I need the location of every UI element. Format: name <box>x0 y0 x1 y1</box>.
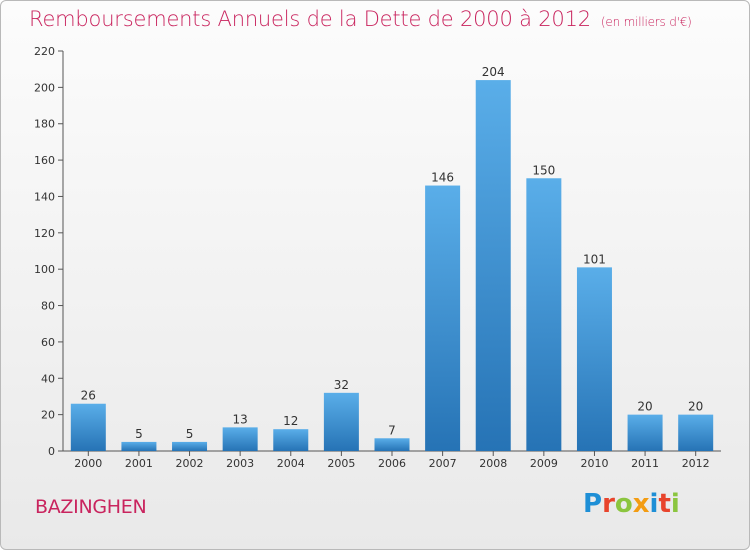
chart-title: Remboursements Annuels de la Dette de 20… <box>29 7 692 31</box>
proxiti-logo: Proxiti <box>583 489 680 519</box>
x-tick-label: 2012 <box>682 457 710 470</box>
x-tick-label: 2011 <box>631 457 659 470</box>
x-tick-label: 2004 <box>277 457 305 470</box>
bar-2005 <box>323 392 359 451</box>
x-tick-label: 2007 <box>429 457 457 470</box>
y-tick-label: 160 <box>34 154 55 167</box>
y-tick-label: 140 <box>34 190 55 203</box>
bar-2002 <box>172 441 208 451</box>
x-tick-label: 2005 <box>327 457 355 470</box>
x-tick-label: 2001 <box>125 457 153 470</box>
data-label-2000: 26 <box>81 389 96 403</box>
data-label-2008: 204 <box>482 65 505 79</box>
y-tick-label: 200 <box>34 81 55 94</box>
data-label-2012: 20 <box>688 400 703 414</box>
chart-title-text: Remboursements Annuels de la Dette de 20… <box>29 7 591 31</box>
logo-letter: o <box>614 489 633 519</box>
y-tick-label: 20 <box>41 409 55 422</box>
logo-letter: P <box>583 489 603 519</box>
data-label-2009: 150 <box>532 163 555 177</box>
x-tick-label: 2008 <box>479 457 507 470</box>
bar-2003 <box>222 427 258 451</box>
logo-letter: i <box>649 489 659 519</box>
bar-2012 <box>678 414 714 451</box>
data-label-2004: 12 <box>283 414 298 428</box>
y-tick-label: 60 <box>41 336 55 349</box>
x-tick-label: 2000 <box>74 457 102 470</box>
y-tick-label: 40 <box>41 372 55 385</box>
data-label-2002: 5 <box>186 427 194 441</box>
logo-letter: t <box>658 489 671 519</box>
commune-name: BAZINGHEN <box>35 496 147 518</box>
bar-2010 <box>576 267 612 451</box>
y-tick-label: 80 <box>41 300 55 313</box>
data-label-2003: 13 <box>233 412 248 426</box>
y-tick-label: 180 <box>34 118 55 131</box>
y-tick-label: 100 <box>34 263 55 276</box>
y-tick-label: 0 <box>48 445 55 458</box>
logo-letter: i <box>670 489 680 519</box>
data-label-2011: 20 <box>637 400 652 414</box>
data-label-2007: 146 <box>431 171 454 185</box>
x-tick-label: 2010 <box>580 457 608 470</box>
data-label-2005: 32 <box>334 378 349 392</box>
bar-2000 <box>70 403 106 451</box>
bar-2009 <box>526 178 562 452</box>
y-tick-label: 220 <box>34 45 55 58</box>
y-tick-label: 120 <box>34 227 55 240</box>
bars <box>70 80 714 452</box>
bar-2006 <box>374 438 410 451</box>
data-label-2010: 101 <box>583 252 606 266</box>
data-labels: 26 5 5 13 12 32 7 146 204 150 101 20 20 <box>81 65 704 441</box>
logo-letter: r <box>602 489 615 519</box>
x-tick-label: 2009 <box>530 457 558 470</box>
data-label-2006: 7 <box>388 423 396 437</box>
x-tick-label: 2002 <box>176 457 204 470</box>
bar-2011 <box>627 414 663 451</box>
logo-letter: x <box>632 489 650 519</box>
bar-2008 <box>475 80 511 451</box>
bar-2004 <box>273 429 309 451</box>
x-tick-label: 2003 <box>226 457 254 470</box>
x-tick-label: 2006 <box>378 457 406 470</box>
chart-title-unit: (en milliers d'€) <box>600 15 692 29</box>
bar-2007 <box>425 185 461 451</box>
bar-2001 <box>121 441 157 451</box>
data-label-2001: 5 <box>135 427 143 441</box>
